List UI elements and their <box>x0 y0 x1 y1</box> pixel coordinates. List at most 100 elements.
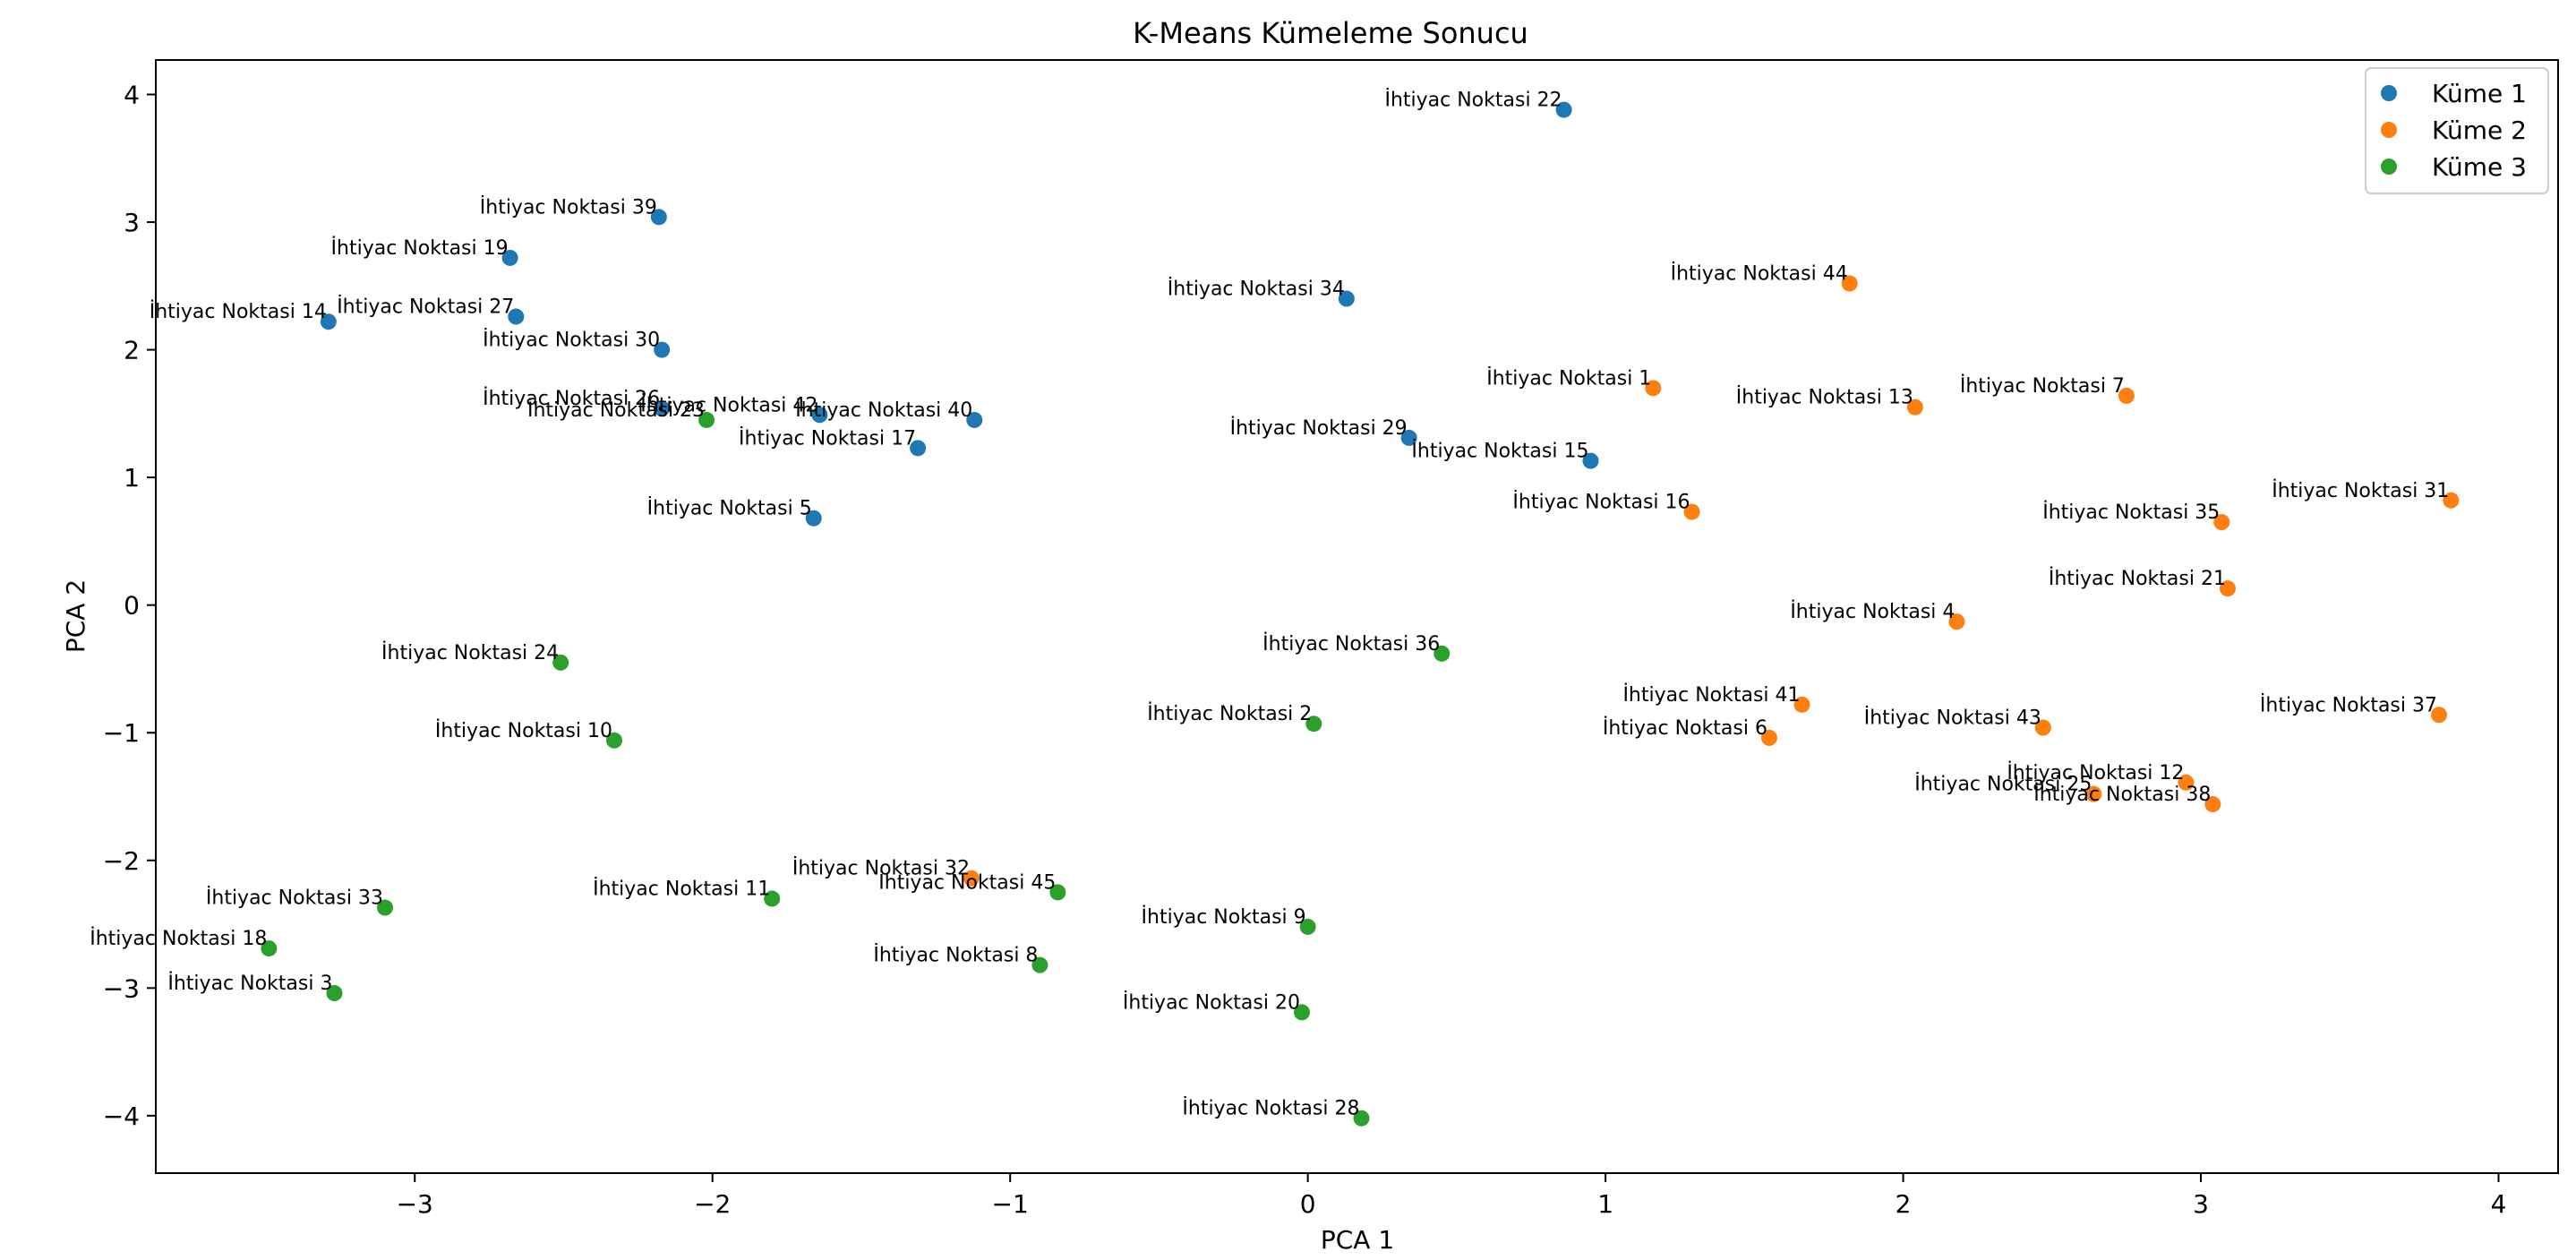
scatter-point <box>764 890 781 907</box>
point-label: İhtiyac Noktasi 39 <box>480 195 657 219</box>
y-tick-label: 3 <box>124 208 140 237</box>
point-label: İhtiyac Noktasi 38 <box>2033 783 2211 806</box>
scatter-point <box>2118 387 2135 404</box>
point-label: İhtiyac Noktasi 11 <box>593 878 770 901</box>
legend-label: Küme 3 <box>2432 152 2527 182</box>
scatter-point <box>1841 275 1858 292</box>
scatter-point <box>2085 785 2102 802</box>
y-tick-label: 2 <box>124 336 140 365</box>
x-tick-label: 4 <box>2491 1189 2507 1219</box>
legend-label: Küme 1 <box>2432 79 2527 108</box>
point-label: İhtiyac Noktasi 15 <box>1411 440 1588 463</box>
y-axis: −4 −3 −2 −1 0 1 2 3 4 <box>103 80 156 1131</box>
point-label: İhtiyac Noktasi 26 <box>483 387 660 410</box>
point-label: İhtiyac Noktasi 30 <box>483 329 660 352</box>
point-label: İhtiyac Noktasi 7 <box>1960 374 2125 398</box>
scatter-point <box>1760 729 1777 746</box>
y-tick-label: 4 <box>124 80 140 109</box>
point-label: İhtiyac Noktasi 1 <box>1486 366 1651 390</box>
scatter-point <box>1645 380 1662 397</box>
scatter-point <box>811 407 828 424</box>
point-label: İhtiyac Noktasi 32 <box>792 857 970 880</box>
scatter-point <box>650 209 667 226</box>
scatter-point <box>654 341 671 358</box>
scatter-point <box>1433 645 1451 662</box>
point-label: İhtiyac Noktasi 19 <box>331 236 509 260</box>
point-label: İhtiyac Noktasi 17 <box>739 426 916 450</box>
scatter-point <box>1293 1004 1310 1021</box>
scatter-point <box>1793 696 1810 713</box>
point-label: İhtiyac Noktasi 44 <box>1671 261 1848 285</box>
point-label: İhtiyac Noktasi 28 <box>1182 1097 1359 1120</box>
point-label: İhtiyac Noktasi 23 <box>527 399 705 422</box>
point-label: İhtiyac Noktasi 35 <box>2042 501 2220 524</box>
scatter-point <box>698 411 715 428</box>
point-label: İhtiyac Noktasi 24 <box>381 641 559 664</box>
point-label: İhtiyac Noktasi 37 <box>2260 693 2437 716</box>
legend-marker <box>2381 85 2397 101</box>
point-label: İhtiyac Noktasi 33 <box>206 887 383 910</box>
scatter-point <box>1555 101 1572 118</box>
x-tick-label: 3 <box>2193 1189 2209 1219</box>
point-label: İhtiyac Noktasi 5 <box>647 497 812 520</box>
chart-title: K-Means Kümeleme Sonucu <box>1133 16 1528 50</box>
scatter-point <box>2213 514 2230 531</box>
point-labels-layer: İhtiyac Noktasi 22 İhtiyac Noktasi 39 İhti… <box>90 89 2449 1120</box>
y-tick-label: −2 <box>103 846 140 876</box>
point-label: İhtiyac Noktasi 25 <box>1914 773 2092 796</box>
point-label: İhtiyac Noktasi 18 <box>90 927 267 950</box>
scatter-point <box>2204 796 2221 813</box>
plot-frame <box>155 59 2559 1174</box>
x-tick-label: −3 <box>397 1189 433 1219</box>
scatter-point <box>376 899 393 916</box>
scatter-point <box>654 400 671 417</box>
y-tick-label: 1 <box>124 463 140 493</box>
scatter-point <box>1299 918 1316 935</box>
point-label: İhtiyac Noktasi 42 <box>640 393 817 416</box>
y-tick-label: −4 <box>103 1101 140 1131</box>
legend-label: Küme 2 <box>2432 116 2527 145</box>
point-label: İhtiyac Noktasi 21 <box>2049 567 2226 590</box>
scatter-point <box>508 308 525 325</box>
point-label: İhtiyac Noktasi 40 <box>795 399 972 422</box>
legend: Küme 1 Küme 2 Küme 3 <box>2365 67 2549 194</box>
scatter-point <box>963 870 980 887</box>
x-tick-label: 0 <box>1300 1189 1316 1219</box>
x-tick-label: −2 <box>694 1189 731 1219</box>
point-label: İhtiyac Noktasi 22 <box>1384 89 1562 112</box>
point-label: İhtiyac Noktasi 8 <box>873 944 1038 967</box>
scatter-point <box>2178 774 2195 791</box>
point-label: İhtiyac Noktasi 34 <box>1168 278 1345 301</box>
point-label: İhtiyac Noktasi 12 <box>2007 761 2184 784</box>
point-label: İhtiyac Noktasi 29 <box>1230 416 1408 440</box>
point-label: İhtiyac Noktasi 27 <box>337 296 514 319</box>
legend-marker <box>2381 122 2397 138</box>
scatter-point <box>2034 719 2051 736</box>
point-label: İhtiyac Noktasi 45 <box>878 870 1056 894</box>
point-label: İhtiyac Noktasi 4 <box>1790 600 1955 623</box>
y-tick-label: 0 <box>124 591 140 621</box>
x-axis: −3 −2 −1 0 1 2 3 4 <box>397 1173 2507 1219</box>
scatter-point <box>326 985 343 1002</box>
point-label: İhtiyac Noktasi 6 <box>1603 716 1767 740</box>
point-label: İhtiyac Noktasi 13 <box>1736 386 1913 409</box>
scatter-point <box>1031 956 1048 973</box>
scatter-point <box>966 411 983 428</box>
y-tick-label: −1 <box>103 718 140 748</box>
scatter-point <box>1582 452 1599 469</box>
scatter-point <box>1353 1110 1370 1127</box>
x-tick-label: −1 <box>992 1189 1029 1219</box>
scatter-point <box>2431 707 2448 724</box>
point-label: İhtiyac Noktasi 9 <box>1142 905 1306 929</box>
legend-marker <box>2381 159 2397 175</box>
scatter-point <box>910 440 927 457</box>
scatter-point <box>605 732 622 749</box>
scatter-point <box>1338 290 1355 307</box>
scatter-point <box>1948 613 1965 630</box>
point-label: İhtiyac Noktasi 43 <box>1864 707 2041 730</box>
points-layer <box>261 101 2460 1127</box>
scatter-point <box>320 313 337 330</box>
scatter-point <box>2219 580 2236 597</box>
